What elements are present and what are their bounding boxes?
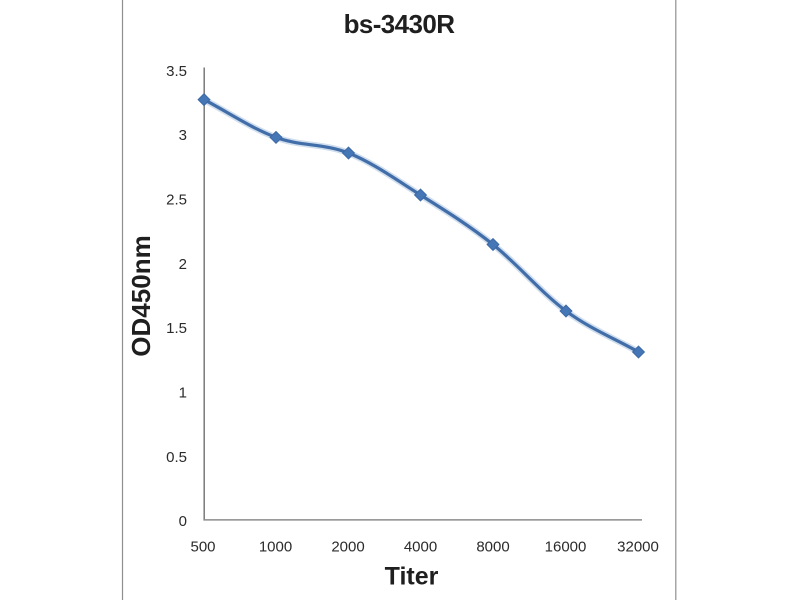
svg-text:bs-3430R: bs-3430R [344,9,456,39]
svg-text:32000: 32000 [617,539,659,556]
svg-text:Titer: Titer [385,563,439,591]
svg-text:8000: 8000 [476,539,509,556]
svg-text:16000: 16000 [545,539,587,556]
svg-text:1000: 1000 [259,539,292,556]
svg-text:0: 0 [179,513,187,530]
svg-text:2.5: 2.5 [166,192,187,209]
svg-text:0.5: 0.5 [166,449,187,466]
svg-text:3.5: 3.5 [166,63,187,80]
svg-text:OD450nm: OD450nm [126,235,156,356]
svg-text:2000: 2000 [331,539,364,556]
svg-text:1.5: 1.5 [166,320,187,337]
svg-text:4000: 4000 [404,539,437,556]
svg-text:3: 3 [179,127,187,144]
svg-text:1: 1 [179,385,187,402]
svg-text:500: 500 [190,539,215,556]
svg-text:2: 2 [179,256,187,273]
